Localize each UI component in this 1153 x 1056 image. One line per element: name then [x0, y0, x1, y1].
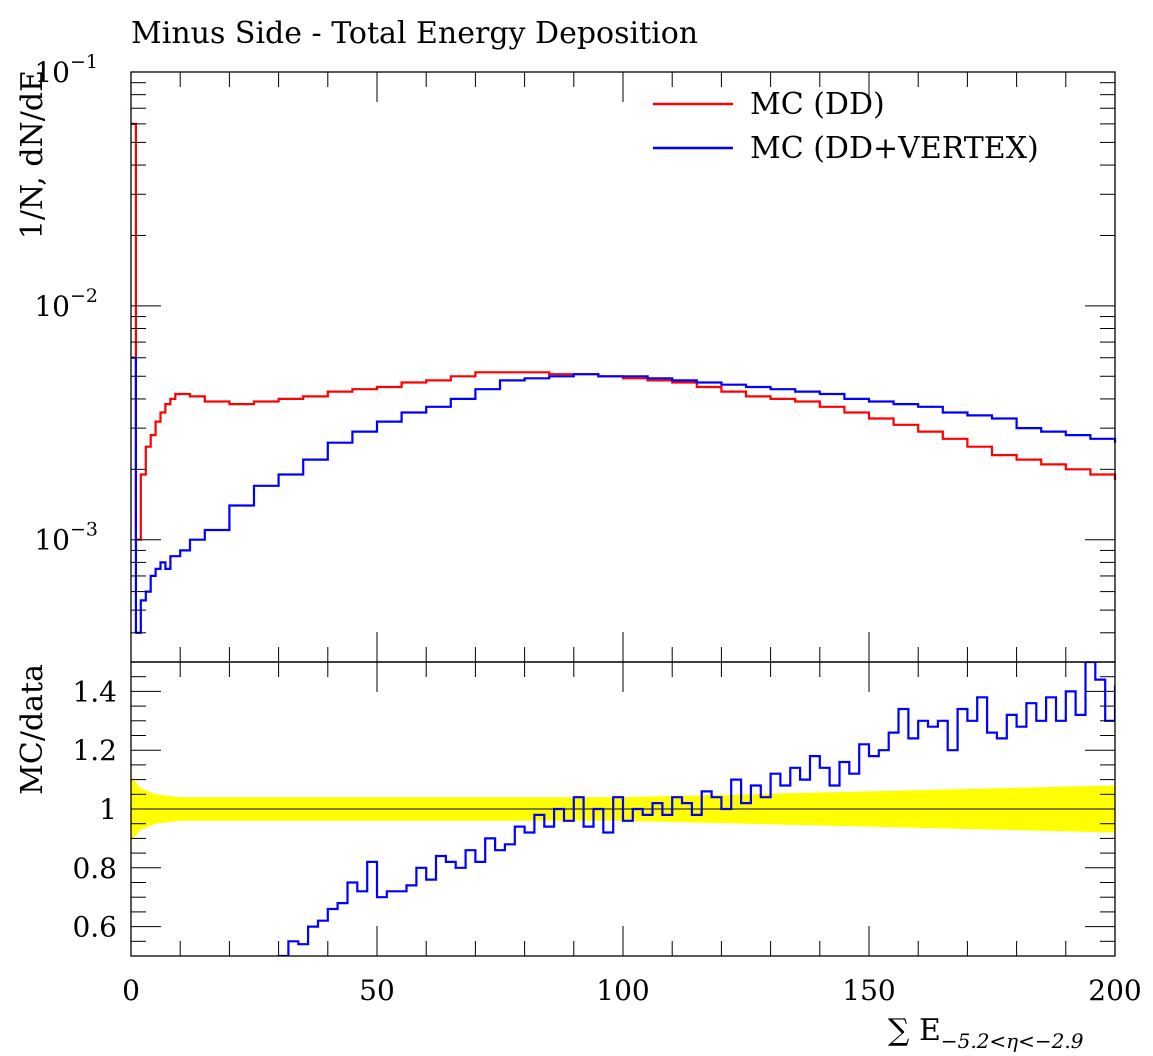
x-tick-label: 0	[122, 974, 140, 1007]
ratio-y-axis-label: MC/data	[15, 664, 50, 795]
legend-label-1: MC (DD)	[750, 87, 885, 122]
top-y-tick-label-base: 10	[34, 290, 70, 323]
x-tick-label: 150	[842, 974, 895, 1007]
top-y-tick-label-base: 10	[34, 524, 70, 557]
top-y-tick-label: 10−1	[34, 51, 98, 89]
x-tick-label: 100	[596, 974, 649, 1007]
ratio-y-tick-label: 1.2	[72, 734, 117, 767]
top-y-tick-label-exponent: −2	[70, 285, 98, 307]
x-tick-label: 200	[1088, 974, 1141, 1007]
ratio-panel: 0.6 0.8 1 1.2 1.4 0 50 100 150 200 MC/data	[15, 661, 1142, 1007]
x-tick-label: 50	[359, 974, 395, 1007]
legend: MC (DD) MC (DD+VERTEX)	[653, 87, 1039, 166]
ratio-y-tick-label: 0.8	[72, 852, 117, 885]
ratio-y-tick-label: 0.6	[72, 911, 117, 944]
x-axis-label-main: ∑ E	[888, 1013, 941, 1048]
ratio-series-line-1	[277, 662, 1115, 956]
x-axis-label-subscript: −5.2<η<−2.9	[941, 1029, 1084, 1053]
top-y-tick-label-base: 10	[34, 56, 70, 89]
top-y-tick-label-exponent: −1	[70, 51, 98, 73]
ratio-y-tick-label: 1.4	[72, 675, 117, 708]
top-panel: 10−310−210−1 1/N, dN/dE MC (DD)MC (DD+VE…	[15, 51, 1117, 663]
legend-label-2: MC (DD+VERTEX)	[750, 131, 1039, 166]
top-series-line-1	[131, 122, 1117, 541]
top-series-group	[131, 122, 1117, 634]
chart-title: Minus Side - Total Energy Deposition	[131, 16, 698, 51]
top-y-tick-label: 10−3	[34, 519, 98, 557]
top-y-axis-label: 1/N, dN/dE	[15, 70, 50, 239]
ratio-y-tick-label: 1	[99, 793, 117, 826]
top-series-line-2	[131, 356, 1117, 634]
x-axis-label: ∑ E−5.2<η<−2.9	[888, 1013, 1084, 1053]
top-y-tick-label-exponent: −3	[70, 519, 98, 541]
top-y-tick-label: 10−2	[34, 285, 98, 323]
ratio-series-group	[277, 662, 1115, 956]
top-axis-ticks: 10−310−210−1	[34, 51, 1116, 663]
ratio-axis-ticks: 0.6 0.8 1 1.2 1.4 0 50 100 150 200	[72, 662, 1142, 1007]
